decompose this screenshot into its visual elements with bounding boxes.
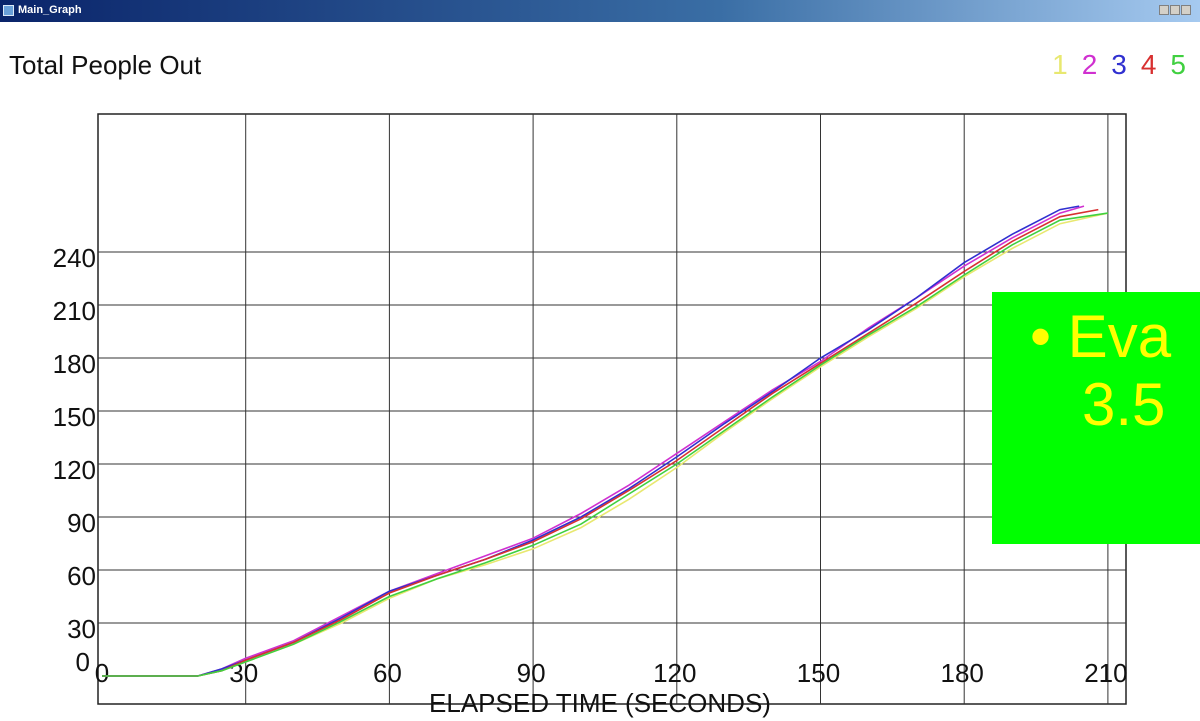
window-titlebar: Main_Graph	[0, 0, 1200, 22]
minimize-button[interactable]	[1159, 5, 1169, 15]
series-line-5	[102, 212, 1109, 677]
plot-frame	[97, 113, 1127, 705]
app-icon	[3, 5, 14, 16]
y-tick-label: 180	[53, 349, 96, 379]
y-tick-label: 60	[67, 561, 96, 591]
x-tick-label: 0	[95, 658, 109, 688]
series-lines	[102, 205, 1109, 677]
y-tick-label: 240	[53, 243, 96, 273]
y-tick-label: 150	[53, 402, 96, 432]
chart-grid	[98, 114, 1126, 704]
maximize-button[interactable]	[1170, 5, 1180, 15]
x-tick-label: 150	[797, 658, 840, 688]
y-tick-label: 210	[53, 296, 96, 326]
callout-line-1: • Eva	[1030, 303, 1172, 370]
series-line-2	[102, 205, 1085, 677]
y-tick-label: 90	[67, 508, 96, 538]
callout-box: • Eva 3.5	[992, 292, 1200, 544]
legend-entry-1: 1	[1052, 49, 1068, 80]
x-axis-label: ELAPSED TIME (SECONDS)	[429, 688, 771, 718]
window-controls	[1158, 2, 1192, 19]
legend-entry-3: 3	[1111, 49, 1127, 80]
legend-entry-4: 4	[1140, 49, 1157, 80]
window-title: Main_Graph	[18, 4, 82, 16]
close-button[interactable]	[1181, 5, 1191, 15]
x-tick-label: 60	[373, 658, 402, 688]
y-tick-label: 30	[67, 614, 96, 644]
x-tick-label: 210	[1084, 658, 1127, 688]
x-tick-label: 180	[941, 658, 984, 688]
y-tick-label: 0	[76, 647, 90, 677]
callout-line-2: 3.5	[1082, 371, 1166, 438]
y-tick-label: 120	[53, 455, 96, 485]
tick-labels: 0 30 60 90 120 150 180 210030609012015018021024…	[53, 243, 1128, 688]
x-tick-label: 120	[653, 658, 696, 688]
x-tick-label: 90	[517, 658, 546, 688]
series-line-4	[102, 208, 1099, 677]
legend-entry-2: 2	[1081, 49, 1098, 80]
chart-title: Total People Out	[9, 50, 202, 80]
legend-entry-5: 5	[1170, 49, 1186, 80]
